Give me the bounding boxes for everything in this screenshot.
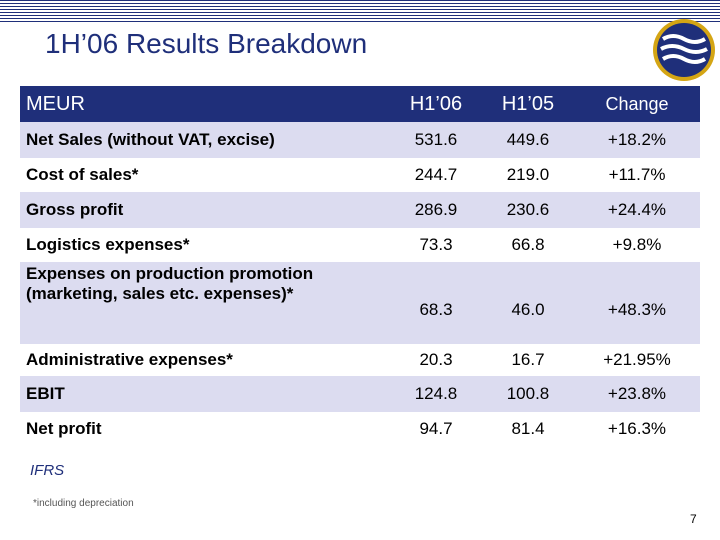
table-row: Expenses on production promotion (market… [20, 262, 700, 344]
row-label: Gross profit [26, 200, 124, 219]
row-change: +23.8% [607, 384, 667, 403]
row-label: Net profit [26, 419, 102, 438]
table-row: EBIT 124.8 100.8 +23.8% [20, 376, 700, 412]
row-h1-05: 66.8 [511, 235, 545, 254]
row-h1-06: 68.3 [419, 300, 453, 319]
row-h1-05: 100.8 [506, 384, 550, 403]
header-h1-06: H1’06 [409, 92, 463, 115]
table-row: Net profit 94.7 81.4 +16.3% [20, 412, 700, 446]
row-h1-06: 94.7 [419, 419, 453, 438]
page-number: 7 [690, 512, 697, 526]
row-h1-06: 244.7 [414, 165, 458, 184]
results-table: MEUR H1’06 H1’05 Change Net Sales (witho… [20, 86, 700, 446]
footnote: *including depreciation [33, 498, 134, 509]
row-h1-06: 531.6 [414, 130, 458, 149]
header-change: Change [605, 93, 669, 114]
row-h1-06: 124.8 [414, 384, 458, 403]
table-row: Net Sales (without VAT, excise) 531.6 44… [20, 122, 700, 158]
row-change: +16.3% [607, 419, 667, 438]
waves-logo-icon [653, 19, 715, 81]
row-h1-05: 230.6 [506, 200, 550, 219]
row-h1-05: 219.0 [506, 165, 550, 184]
row-label: EBIT [26, 384, 65, 403]
row-change: +48.3% [607, 300, 667, 319]
table-row: Gross profit 286.9 230.6 +24.4% [20, 192, 700, 228]
row-change: +21.95% [603, 350, 671, 369]
header-stripes [0, 0, 720, 22]
row-change: +24.4% [607, 200, 667, 219]
table-row: Logistics expenses* 73.3 66.8 +9.8% [20, 228, 700, 262]
row-h1-05: 449.6 [506, 130, 550, 149]
header-meur: MEUR [26, 93, 85, 115]
header-h1-05: H1’05 [501, 92, 555, 115]
row-h1-05: 81.4 [511, 419, 545, 438]
row-change: +9.8% [612, 235, 662, 254]
slide-title: 1H’06 Results Breakdown [45, 28, 368, 59]
row-h1-06: 73.3 [419, 235, 453, 254]
table-header-row: MEUR H1’06 H1’05 Change [20, 86, 700, 122]
row-label: Expenses on production promotion (market… [26, 264, 314, 303]
row-change: +18.2% [607, 130, 667, 149]
row-h1-06: 286.9 [414, 200, 458, 219]
row-h1-05: 46.0 [511, 300, 545, 319]
row-h1-05: 16.7 [511, 350, 545, 369]
row-label: Net Sales (without VAT, excise) [26, 130, 275, 149]
row-label: Logistics expenses* [26, 235, 190, 254]
row-h1-06: 20.3 [419, 350, 453, 369]
ifrs-note: IFRS [30, 462, 65, 479]
row-change: +11.7% [608, 165, 666, 184]
row-label: Cost of sales* [26, 165, 139, 184]
row-label: Administrative expenses* [26, 350, 233, 369]
table-row: Cost of sales* 244.7 219.0 +11.7% [20, 158, 700, 192]
table-row: Administrative expenses* 20.3 16.7 +21.9… [20, 344, 700, 376]
